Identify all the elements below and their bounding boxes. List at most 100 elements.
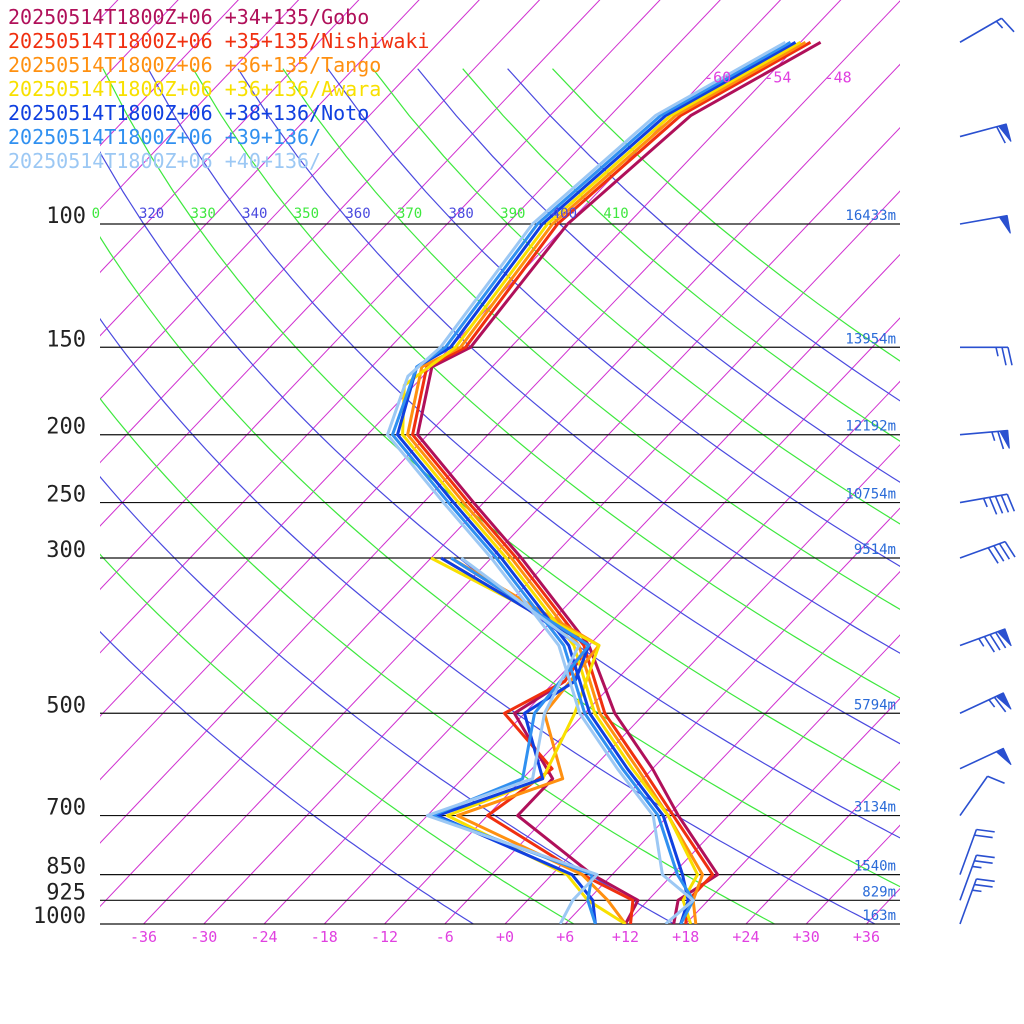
upper-temp-label: -48 [825,69,852,87]
legend-entry: 20250514T1800Z+06 +39+136/ [8,125,321,149]
x-tick-label: +0 [496,928,514,946]
isobars [100,223,900,925]
wind-barb [959,540,1016,564]
dry-adiabat-line [100,553,575,924]
isotherm-line [100,0,541,464]
height-label: 5794m [854,697,896,713]
dewpoint-line [435,556,597,924]
isotherm-line [625,634,900,924]
isotherm-line [100,63,900,908]
dry-adiabat-line [372,68,900,525]
dry-adiabat-line [462,68,900,442]
wind-barb [959,854,995,901]
temperature-line [411,40,812,924]
x-tick-label: -18 [311,928,338,946]
isotherm-line [323,317,900,924]
theta-label: 320 [139,206,164,222]
wind-barb [959,878,995,925]
height-label: 9514m [854,542,896,558]
theta-label: 370 [397,206,422,222]
wind-barb [959,493,1016,515]
x-tick-label: +24 [732,928,759,946]
theta-label: 360 [345,206,370,222]
pressure-label: 100 [46,204,86,229]
legend-entry: 20250514T1800Z+06 +36+135/Tango [8,53,381,77]
legend-entry: 20250514T1800Z+06 +40+136/ [8,149,321,173]
height-label: 829m [862,884,896,900]
wind-barb [959,429,1010,450]
pressure-label: 700 [46,796,86,821]
isotherm-line [384,380,900,924]
isotherm-line [100,0,842,781]
upper-temp-label: -60 [704,69,731,87]
theta-label: 350 [294,206,319,222]
isotherm-line [504,507,900,924]
legend-entry: 20250514T1800Z+06 +38+136/Noto [8,101,369,125]
theta-label: 390 [500,206,525,222]
wind-barb [959,214,1011,234]
theta-label: 410 [603,206,628,222]
x-tick-label: -24 [250,928,277,946]
isotherm-line [143,127,900,924]
pressure-label: 300 [46,538,86,563]
x-tick-label: -12 [371,928,398,946]
isotherm-line [100,0,360,274]
isotherm-line [685,697,900,924]
x-tick-label: +30 [793,928,820,946]
isotherm-line [100,0,480,400]
x-tick-label: +6 [556,928,574,946]
wind-barb [959,828,995,875]
temperature-line [391,40,792,924]
height-label: 16433m [845,208,896,224]
pressure-label: 200 [46,415,86,440]
x-tick-label: +36 [853,928,880,946]
dry-adiabat-line [100,630,474,924]
theta-label: 330 [191,206,216,222]
isotherm-line [100,0,721,654]
wind-barb [959,123,1012,144]
x-tick-label: +18 [672,928,699,946]
upper-temp-label: -54 [764,69,791,87]
isotherm-line [805,824,900,924]
temperature-line [406,40,807,924]
wind-barb [959,17,1015,43]
theta-label: 340 [242,206,267,222]
wind-barb [959,775,1005,817]
wind-barb [959,628,1012,653]
x-tick-label: -36 [130,928,157,946]
dry-adiabat-line [237,68,900,654]
legend-entry: 20250514T1800Z+06 +35+135/Nishiwaki [8,29,429,53]
legend-entry: 20250514T1800Z+06 +36+136/Awara [8,77,381,101]
isotherm-line [100,0,179,83]
dry-adiabat-line [327,68,900,567]
pressure-label: 1000 [33,904,86,929]
wind-barb [960,346,1013,366]
sounding-series [386,40,822,924]
x-tick-label: -6 [436,928,454,946]
pressure-label: 850 [46,855,86,880]
legend-entry: 20250514T1800Z+06 +34+135/Gobo [8,5,369,29]
theta-label: 380 [449,206,474,222]
dewpoint-line [430,556,627,924]
height-label: 3134m [854,800,896,816]
height-label: 10754m [845,487,896,503]
wind-barb [959,692,1012,715]
temperature-line [396,40,797,924]
isotherm-line [263,253,900,924]
height-label: 163m [862,908,896,924]
height-label: 1540m [854,859,896,875]
dry-adiabat-line [417,68,900,483]
legend: 20250514T1800Z+06 +34+135/Gobo20250514T1… [8,5,429,173]
temperature-line [386,40,787,924]
dewpoint-line [450,556,627,924]
x-tick-label: -30 [190,928,217,946]
pressure-label: 250 [46,483,86,508]
pressure-label: 150 [46,327,86,352]
isotherm-line [203,190,900,924]
dry-adiabat-line [147,68,900,745]
dry-adiabat-line [192,68,900,699]
isotherm-line [987,0,1024,924]
isotherm-line [100,0,601,527]
